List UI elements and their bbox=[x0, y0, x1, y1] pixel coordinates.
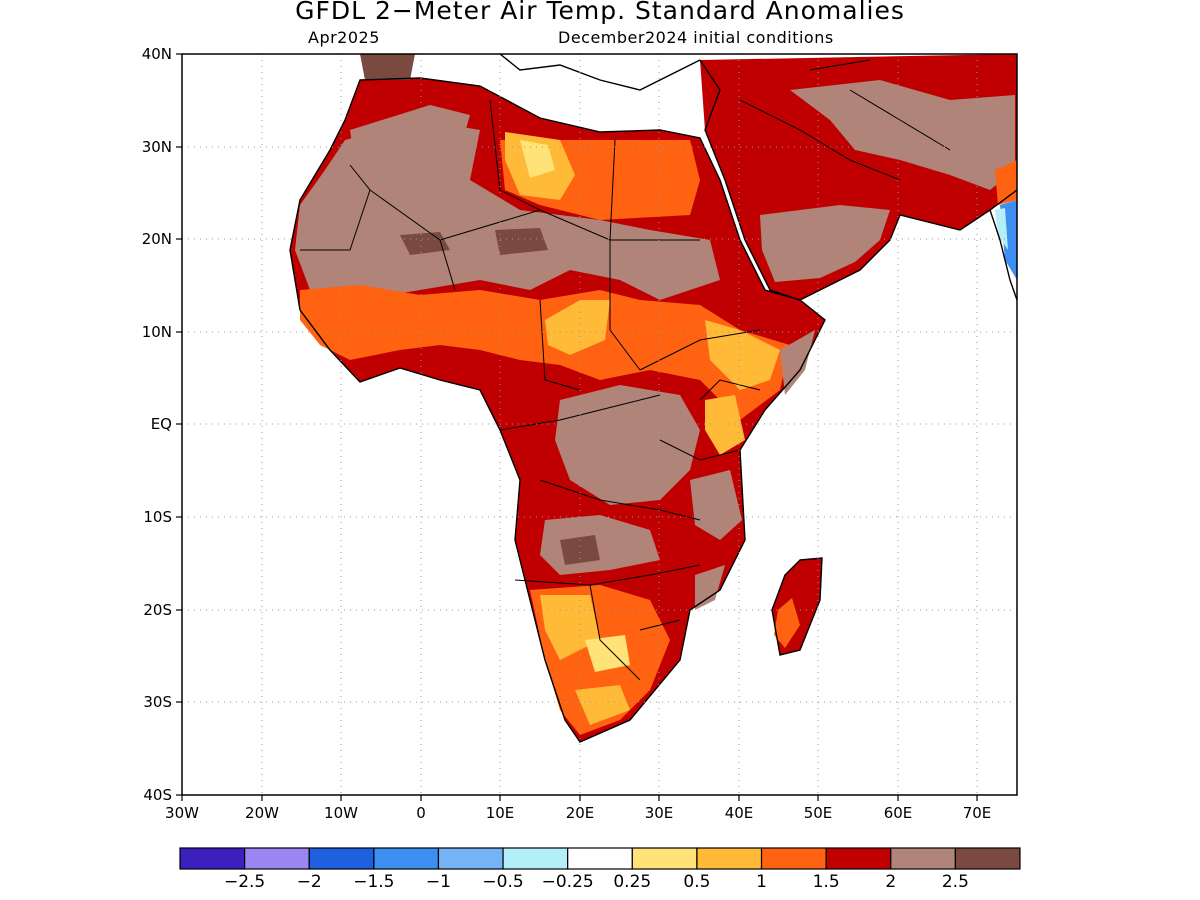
colorbar-label: 0.5 bbox=[683, 872, 711, 892]
lat-label-20n: 20N bbox=[141, 230, 172, 248]
initial-conditions: December2024 initial conditions bbox=[558, 28, 834, 47]
colorbar-label: 2.5 bbox=[941, 872, 969, 892]
colorbar-swatch bbox=[954, 847, 1021, 870]
sahara-dark-brown-2 bbox=[495, 228, 548, 255]
coastlines bbox=[289, 54, 1017, 743]
central-africa-brown bbox=[555, 385, 700, 505]
colorbar-label: −0.5 bbox=[482, 872, 524, 892]
mozambique-brown bbox=[695, 565, 725, 610]
lat-label-40n: 40N bbox=[141, 45, 172, 63]
lon-label-0: 0 bbox=[416, 804, 426, 822]
axis-ticks bbox=[176, 53, 978, 801]
lat-label-10n: 10N bbox=[141, 323, 172, 341]
lat-label-eq: EQ bbox=[150, 415, 172, 433]
arabia-brown bbox=[760, 205, 890, 282]
colorbar-label: −2 bbox=[296, 872, 322, 892]
europe-edge-brown bbox=[360, 54, 415, 80]
colorbar bbox=[179, 847, 1021, 870]
anomaly-field bbox=[290, 54, 1017, 742]
horn-brown bbox=[780, 330, 815, 395]
lon-label-10w: 10W bbox=[324, 804, 358, 822]
country-borders bbox=[300, 59, 951, 681]
valid-month: Apr2025 bbox=[308, 28, 380, 47]
sahel-orange bbox=[300, 285, 790, 420]
colorbar-swatch bbox=[437, 847, 504, 870]
colorbar-swatch bbox=[696, 847, 763, 870]
colorbar-swatch bbox=[502, 847, 569, 870]
colorbar-label: 2 bbox=[885, 872, 897, 892]
lon-label-30e: 30E bbox=[644, 804, 674, 822]
botswana-yellow bbox=[585, 635, 630, 672]
colorbar-swatch bbox=[567, 847, 633, 870]
south-africa-yellow bbox=[575, 685, 630, 725]
lat-label-30s: 30S bbox=[143, 693, 172, 711]
lon-label-70e: 70E bbox=[962, 804, 992, 822]
map-title: GFDL 2−Meter Air Temp. Standard Anomalie… bbox=[295, 0, 905, 25]
lat-label-10s: 10S bbox=[143, 508, 172, 526]
colorbar-swatch bbox=[373, 847, 440, 870]
colorbar-swatch bbox=[825, 847, 892, 870]
colorbar-swatch bbox=[631, 847, 698, 870]
lat-label-20s: 20S bbox=[143, 601, 172, 619]
lon-label-40e: 40E bbox=[724, 804, 754, 822]
libya-pale bbox=[520, 140, 555, 178]
colorbar-swatch bbox=[760, 847, 827, 870]
lon-label-30w: 30W bbox=[165, 804, 199, 822]
sahel-yellow-1 bbox=[545, 300, 610, 355]
lat-label-40s: 40S bbox=[143, 786, 172, 804]
colorbar-label: 1 bbox=[756, 872, 767, 892]
east-africa-yellow bbox=[705, 395, 745, 455]
madagascar-orange bbox=[774, 598, 800, 648]
lon-label-20e: 20E bbox=[565, 804, 595, 822]
maghreb-brown bbox=[350, 105, 470, 170]
colorbar-label: −1.5 bbox=[353, 872, 395, 892]
sahel-yellow-2 bbox=[705, 320, 780, 390]
colorbar-swatch bbox=[244, 847, 310, 870]
colorbar-label: −1 bbox=[425, 872, 451, 892]
colorbar-swatch bbox=[179, 847, 246, 870]
lon-label-50e: 50E bbox=[803, 804, 833, 822]
colorbar-label: −0.25 bbox=[541, 872, 594, 892]
lon-label-10e: 10E bbox=[485, 804, 515, 822]
southern-africa-dark-brown bbox=[560, 535, 600, 565]
colorbar-swatch bbox=[308, 847, 375, 870]
colorbar-swatch bbox=[890, 847, 956, 870]
colorbar-label: −2.5 bbox=[223, 872, 266, 892]
lat-label-30n: 30N bbox=[141, 138, 172, 156]
lon-label-20w: 20W bbox=[245, 804, 279, 822]
colorbar-label: 0.25 bbox=[613, 872, 652, 892]
lon-label-60e: 60E bbox=[883, 804, 913, 822]
namibia-yellow bbox=[540, 595, 600, 660]
east-africa-brown bbox=[690, 470, 742, 540]
iran-brown bbox=[790, 80, 1015, 190]
colorbar-label: 1.5 bbox=[812, 872, 840, 892]
